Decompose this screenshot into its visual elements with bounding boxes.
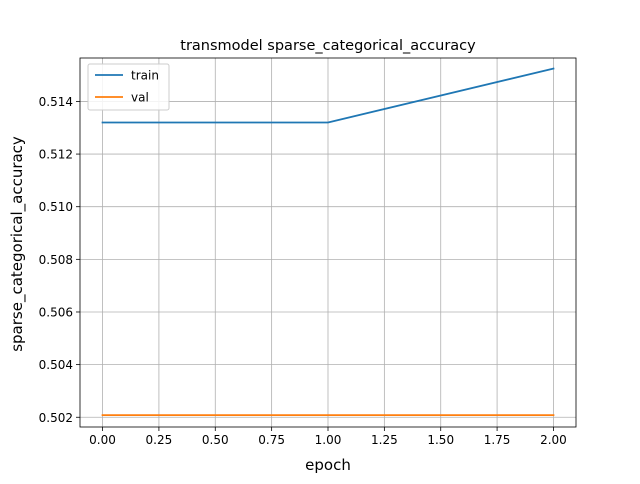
chart-title: transmodel sparse_categorical_accuracy (180, 38, 476, 54)
y-tick-label: 0.508 (39, 253, 73, 267)
x-tick-label: 1.25 (371, 433, 398, 447)
x-axis-label: epoch (305, 456, 351, 474)
legend: train val (87, 63, 170, 111)
x-tick-label: 1.50 (427, 433, 454, 447)
y-tick-label: 0.502 (39, 411, 73, 425)
y-tick-label: 0.506 (39, 305, 73, 319)
series-lines (101, 67, 555, 417)
y-axis-label: sparse_categorical_accuracy (8, 136, 27, 352)
grid (80, 58, 576, 427)
x-tick-label: 0.75 (258, 433, 285, 447)
x-tick-label: 0.25 (146, 433, 173, 447)
y-tick-label: 0.510 (39, 200, 73, 214)
x-tick-label: 1.00 (315, 433, 342, 447)
y-tick-label: 0.512 (39, 148, 73, 162)
x-tick-label: 1.75 (484, 433, 511, 447)
legend-label-train: train (131, 69, 159, 83)
axis-ticks: 0.00 0.25 0.50 0.75 1.00 1.25 1.50 1.75 2.00 0.50… (39, 95, 567, 447)
x-tick-label: 0.50 (202, 433, 229, 447)
x-tick-label: 2.00 (540, 433, 567, 447)
legend-label-val: val (131, 91, 149, 105)
series-line-train (101, 67, 555, 124)
y-tick-label: 0.504 (39, 358, 73, 372)
y-tick-label: 0.514 (39, 95, 73, 109)
x-tick-label: 0.00 (89, 433, 116, 447)
